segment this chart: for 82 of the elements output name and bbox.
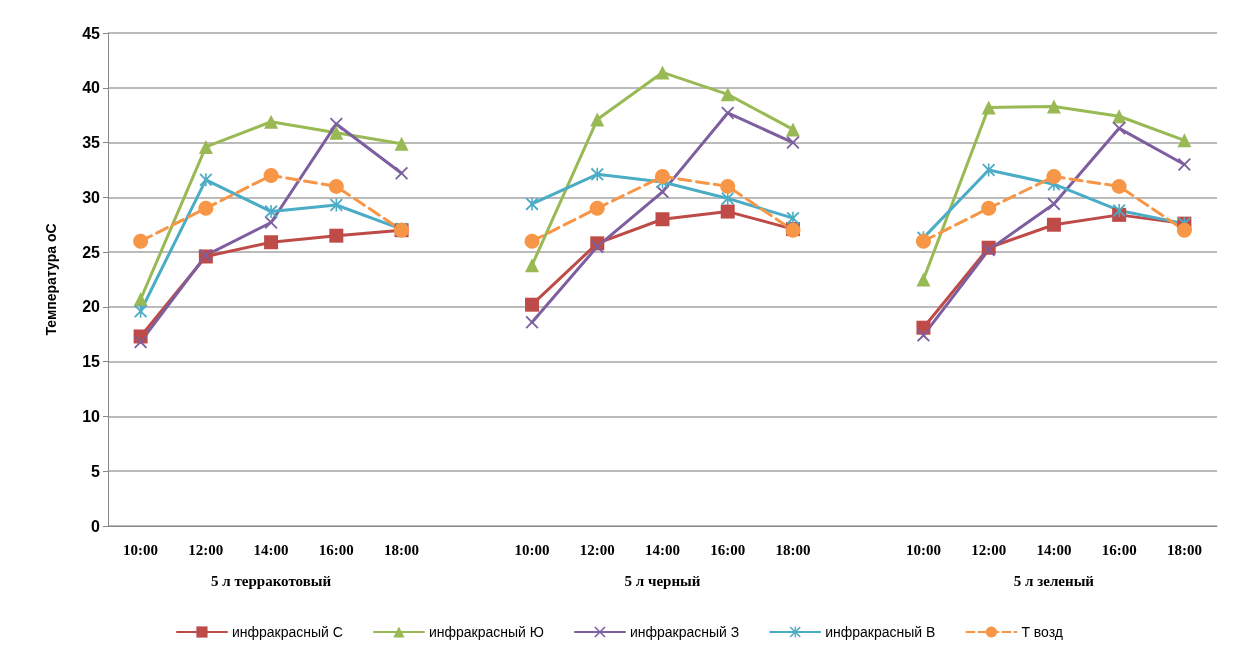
y-axis-title: Температура оС (43, 223, 59, 336)
point (1047, 197, 1061, 211)
legend-label: инфракрасный Ю (428, 624, 544, 640)
point (590, 167, 604, 181)
x-tick-label: 14:00 (1036, 541, 1072, 558)
legend-label: инфракрасный С (231, 624, 343, 640)
y-tick-label: 30 (82, 188, 101, 206)
point (133, 292, 148, 307)
point (785, 122, 800, 137)
text: 5 л черный (624, 573, 701, 589)
text: 5 л терракотовый (211, 573, 332, 589)
y-tick-label: 5 (91, 462, 101, 480)
point (263, 167, 279, 183)
x-tick-label: 18:00 (384, 541, 420, 558)
point (1046, 217, 1061, 232)
point (1177, 133, 1192, 148)
x-tick-label: 14:00 (253, 541, 289, 558)
y-tick-label: 0 (91, 517, 101, 535)
point (525, 297, 540, 312)
y-tick-label: 15 (82, 353, 101, 371)
point (655, 169, 670, 185)
x-tick-label: 10:00 (905, 541, 941, 558)
y-tick-label: 35 (82, 134, 101, 152)
point (394, 136, 409, 151)
point (198, 139, 213, 154)
point (721, 106, 735, 120)
point (981, 100, 996, 115)
point (720, 204, 735, 219)
point (1177, 157, 1191, 171)
y-tick-label: 25 (82, 243, 101, 261)
point (395, 166, 409, 180)
x-tick-label: 10:00 (123, 541, 159, 558)
point (590, 112, 605, 127)
point (525, 258, 540, 273)
point (329, 228, 344, 243)
x-tick-label: 18:00 (775, 541, 811, 558)
point (264, 114, 279, 129)
x-tick-label: 12:00 (188, 541, 224, 558)
x-tick-label: 12:00 (579, 541, 615, 558)
point (655, 212, 670, 227)
point (916, 328, 930, 342)
point (1112, 121, 1126, 135)
point (198, 200, 214, 216)
y-tick-label: 40 (82, 79, 101, 97)
point (916, 272, 931, 287)
point (525, 315, 539, 329)
point (328, 178, 344, 194)
point (590, 240, 604, 254)
point (981, 200, 997, 216)
x-tick-label: 18:00 (1166, 541, 1202, 558)
point (1111, 178, 1127, 194)
point (1176, 222, 1192, 238)
point (589, 200, 605, 216)
point (1046, 99, 1061, 114)
point (1112, 109, 1127, 124)
x-tick-label: 16:00 (318, 541, 354, 558)
x-tick-label: 10:00 (514, 541, 550, 558)
legend-label: Т возд (1021, 624, 1064, 640)
point (720, 178, 736, 194)
point (329, 117, 343, 131)
x-tick-label: 16:00 (710, 541, 746, 558)
point (329, 125, 344, 140)
point (915, 233, 931, 249)
point (786, 211, 800, 225)
point (199, 173, 213, 187)
y-tick-label: 10 (82, 407, 101, 425)
point (1046, 169, 1062, 185)
point (721, 191, 735, 205)
x-tick-label: 12:00 (971, 541, 1007, 558)
point (264, 235, 279, 250)
x-tick-label: 16:00 (1101, 541, 1137, 558)
point (524, 233, 540, 249)
x-tick-label: 14:00 (645, 541, 680, 558)
y-tick-label: 20 (82, 298, 101, 316)
legend-label: инфракрасный З (629, 624, 740, 640)
text: 5 л зеленый (1013, 573, 1095, 589)
y-tick-label: 45 (82, 24, 101, 42)
point (133, 233, 149, 249)
point (720, 87, 735, 102)
point (655, 65, 670, 80)
legend-label: инфракрасный В (825, 624, 936, 640)
point (525, 197, 539, 211)
